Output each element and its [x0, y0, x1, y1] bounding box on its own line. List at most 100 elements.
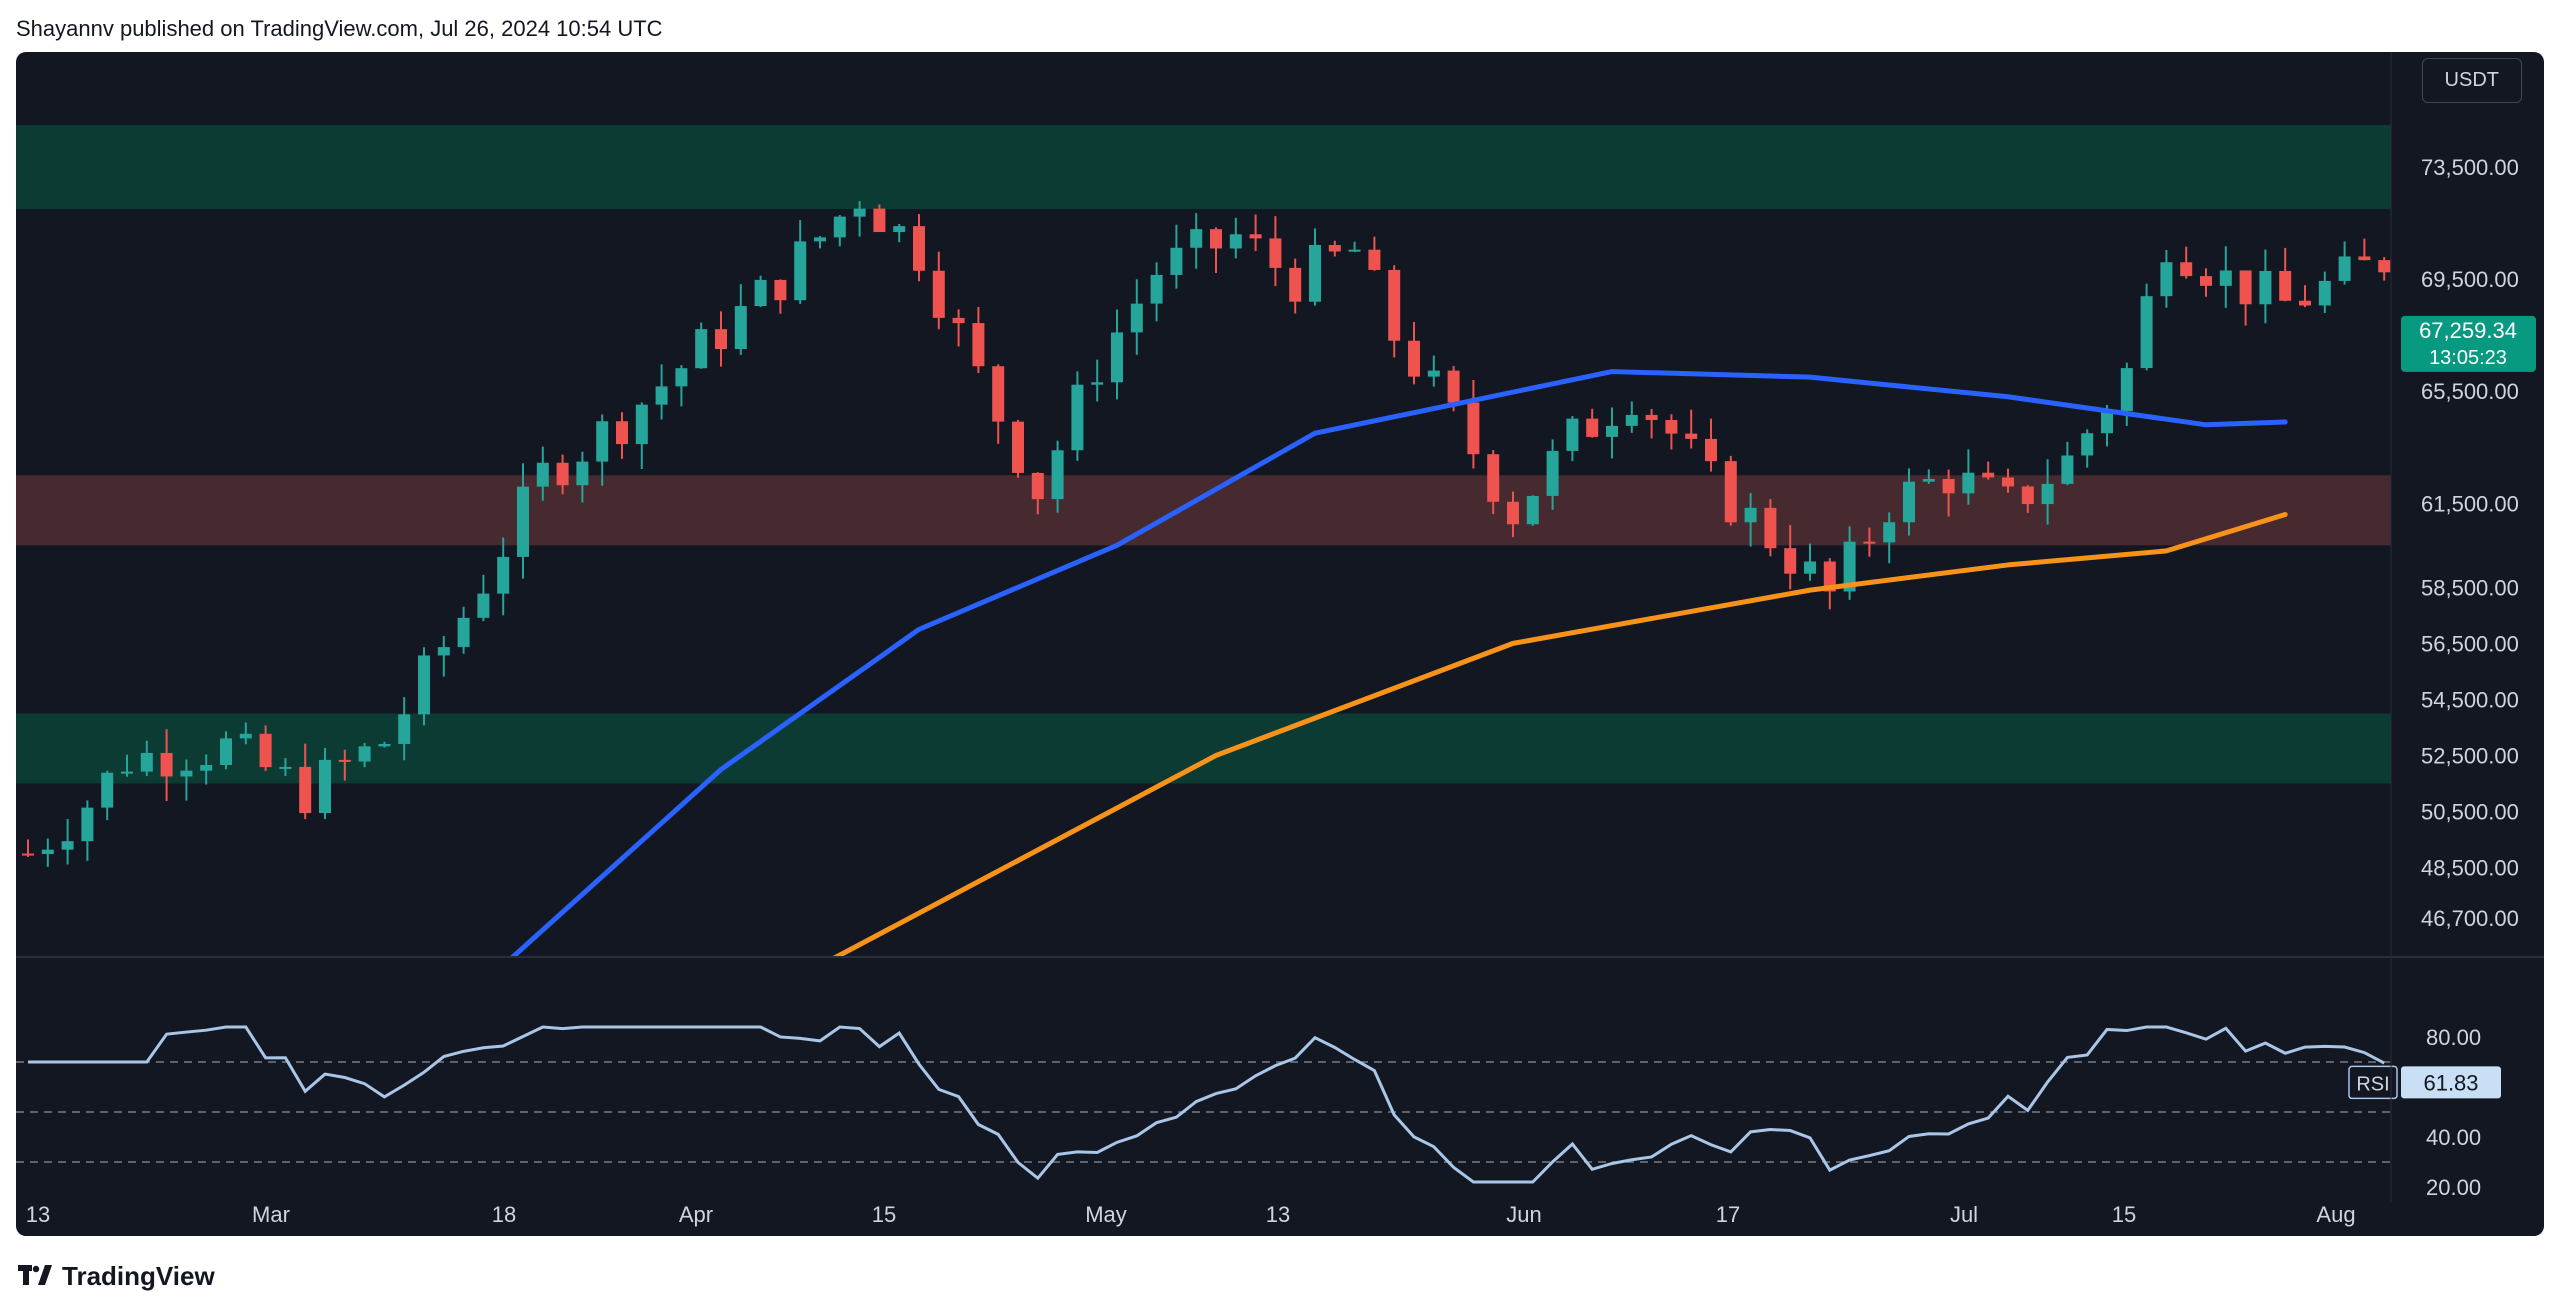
candle-body — [952, 317, 965, 324]
candle-body — [2219, 270, 2232, 286]
candle-body — [1744, 507, 1757, 523]
candle-body — [2239, 270, 2252, 305]
candle-body — [774, 279, 787, 301]
candle-body — [2140, 296, 2153, 369]
rsi-tick-label: 80.00 — [2426, 1025, 2481, 1050]
candle-body — [536, 462, 549, 487]
candle-body — [160, 752, 173, 777]
candle-body — [2160, 262, 2173, 297]
price-tick-label: 58,500.00 — [2421, 575, 2519, 600]
chart-frame[interactable]: 73,500.00 69,500.00 65,500.00 61,500.00 58,5… — [16, 52, 2544, 1236]
candle-body — [1823, 561, 1836, 592]
candle-body — [1526, 495, 1539, 525]
candle-body — [794, 241, 807, 301]
price-tick-label: 73,500.00 — [2421, 155, 2519, 180]
candle-body — [754, 279, 767, 307]
candle-body — [61, 841, 74, 850]
candle-body — [180, 770, 193, 777]
time-tick-label: Jun — [1506, 1202, 1541, 1227]
candle-body — [2041, 483, 2054, 505]
price-tick-label: 54,500.00 — [2421, 687, 2519, 712]
candle-body — [1863, 541, 1876, 544]
candle-body — [140, 752, 153, 772]
candle-body — [2002, 477, 2014, 487]
candle-body — [1962, 472, 1975, 494]
candle-body — [596, 421, 609, 462]
rsi-line — [28, 1025, 2385, 1184]
chart-canvas[interactable]: 73,500.00 69,500.00 65,500.00 61,500.00 58,5… — [16, 52, 2544, 1236]
candle-body — [1348, 249, 1361, 252]
candle-body — [1328, 245, 1341, 252]
candle-body — [457, 617, 470, 648]
price-tick-label: 48,500.00 — [2421, 856, 2519, 881]
candle-body — [2120, 368, 2133, 412]
rsi-label: RSI — [2356, 1073, 2389, 1095]
candle-body — [2338, 256, 2351, 281]
moving-average-line-0 — [509, 369, 2288, 957]
time-tick-label: 13 — [26, 1202, 50, 1227]
candle-body — [1249, 234, 1262, 239]
candle-body — [1804, 561, 1816, 574]
candle-body — [1229, 234, 1242, 249]
zone-1 — [16, 475, 2391, 546]
time-tick-label: Aug — [2316, 1202, 2355, 1227]
brand-label: TradingView — [62, 1260, 215, 1291]
currency-badge[interactable]: USDT — [2421, 58, 2522, 103]
time-tick-label: Apr — [679, 1202, 713, 1227]
candle-body — [338, 759, 351, 762]
candle-body — [1012, 421, 1024, 473]
candle-body — [2299, 300, 2311, 306]
moving-average-layer — [509, 369, 2288, 957]
candle-body — [1665, 420, 1678, 434]
candle-body — [1388, 269, 1401, 341]
price-tick-label: 52,500.00 — [2421, 743, 2519, 768]
candle-body — [1091, 382, 1104, 385]
time-tick-label: 15 — [2112, 1202, 2136, 1227]
candle-body — [41, 849, 54, 855]
candle-body — [992, 366, 1005, 422]
candle-body — [1942, 479, 1955, 494]
candle-body — [1546, 450, 1559, 496]
candle-body — [833, 216, 846, 238]
candle-body — [1190, 229, 1203, 248]
candle-body — [1427, 370, 1440, 377]
price-tick-label: 50,500.00 — [2421, 800, 2519, 825]
candle-body — [1210, 229, 1222, 249]
candle-body — [1130, 303, 1143, 333]
last-price-value: 67,259.34 — [2419, 318, 2517, 343]
candle-body — [239, 733, 252, 739]
zone-0 — [16, 124, 2391, 210]
candle-body — [1903, 481, 1915, 523]
time-tick-label: Mar — [252, 1202, 290, 1227]
price-tick-label: 69,500.00 — [2421, 267, 2519, 292]
candle-body — [2200, 276, 2212, 286]
candle-body — [1883, 522, 1896, 543]
time-tick-label: 15 — [872, 1202, 896, 1227]
rsi-tick-label: 20.00 — [2426, 1175, 2481, 1200]
candle-body — [101, 772, 114, 808]
candle-body — [418, 655, 430, 715]
candle-body — [1724, 461, 1737, 523]
candle-body — [1150, 274, 1163, 304]
candle-body — [2318, 280, 2331, 306]
candle-body — [1784, 548, 1797, 574]
candle-body — [972, 323, 985, 367]
candle-body — [1606, 425, 1618, 437]
price-tick-label: 65,500.00 — [2421, 379, 2519, 404]
candle-body — [2021, 486, 2034, 505]
candle-body — [2081, 433, 2094, 456]
candle-body — [1368, 249, 1381, 270]
time-tick-label: 18 — [492, 1202, 516, 1227]
candle-body — [576, 461, 589, 486]
candle-body — [259, 733, 272, 768]
candle-body — [477, 593, 490, 618]
rsi-value: 61.83 — [2423, 1070, 2478, 1095]
rsi-layer: 80.00 40.00 20.00 — [16, 1025, 2481, 1200]
footer: TradingView — [18, 1256, 215, 1296]
last-price-tag — [2401, 315, 2536, 372]
candle-body — [1170, 247, 1183, 275]
candle-body — [893, 226, 906, 233]
candle-body — [1843, 541, 1856, 592]
candle-body — [1645, 414, 1658, 421]
candle-body — [1566, 418, 1579, 451]
